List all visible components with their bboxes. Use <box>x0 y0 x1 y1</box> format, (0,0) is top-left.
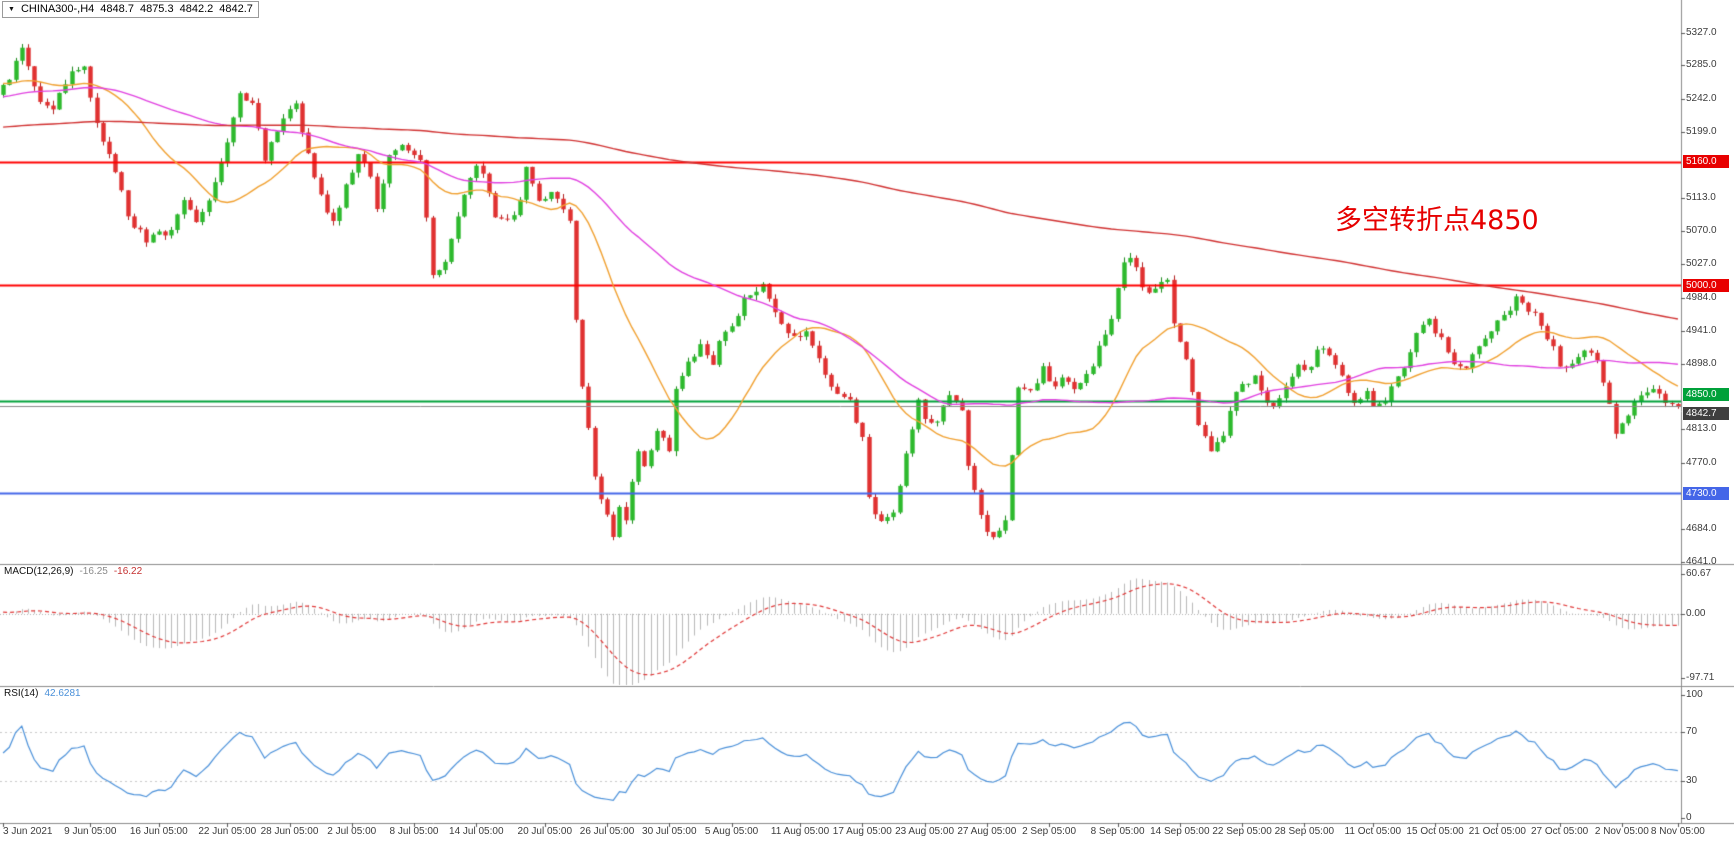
symbol-info-box: ▼ CHINA300-,H4 4848.7 4875.3 4842.2 4842… <box>2 0 259 18</box>
collapse-arrow-icon[interactable]: ▼ <box>8 5 15 13</box>
chart-header: ▼ CHINA300-,H4 4848.7 4875.3 4842.2 4842… <box>0 0 1734 18</box>
ohlc-high: 4875.3 <box>139 2 174 15</box>
symbol-label: CHINA300-,H4 <box>20 2 95 15</box>
ohlc-low: 4842.2 <box>179 2 214 15</box>
ohlc-close: 4842.7 <box>219 2 253 15</box>
annotation-text: 多空转折点4850 <box>1335 205 1539 236</box>
ohlc-open: 4848.7 <box>100 2 134 15</box>
